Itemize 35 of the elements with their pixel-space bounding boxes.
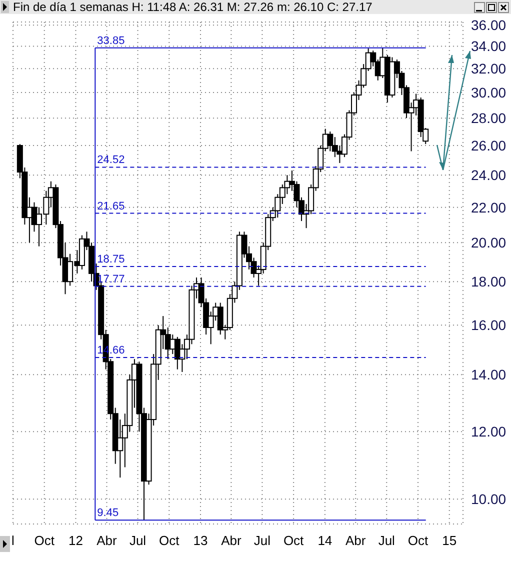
x-tick-label: Oct [159,533,180,548]
ref-line-label: 24.52 [97,154,125,166]
x-tick-label: l [12,533,15,548]
ref-line-label: 33.85 [97,34,125,47]
y-tick-label: 12.00 [471,424,506,440]
y-tick-label: 30.00 [471,84,506,101]
y-tick-label: 16.00 [471,317,506,334]
y-tick-label: 14.00 [471,366,506,383]
chart-title: Fin de día 1 semanas H: 11:48 A: 26.31 M: 27.26 m: 26.10 C: 27.17 [13,0,372,14]
y-tick-label: 24.00 [471,167,506,184]
y-tick-label: 36.00 [471,17,506,34]
y-tick-label: 22.00 [471,199,506,216]
x-tick-label: 12 [68,533,83,548]
ref-line-label: 9.45 [97,507,119,520]
x-tick-label: Jul [378,533,396,548]
x-tick-label: 13 [193,533,208,548]
y-tick-label: 34.00 [471,38,506,54]
ref-line-label: 21.65 [97,200,125,212]
x-tick-label: Oct [408,533,428,548]
ref-line-label: 18.75 [97,253,125,266]
x-tick-label: Jul [129,533,146,548]
x-tick-label: Abr [345,533,366,548]
y-tick-label: 28.00 [471,110,506,126]
x-tick-label: 15 [442,533,457,548]
x-tick-label: Jul [254,533,271,548]
x-tick-label: Abr [221,533,242,548]
y-tick-label: 18.00 [471,274,506,290]
x-tick-label: Oct [34,533,55,548]
y-tick-label: 10.00 [471,491,506,508]
y-tick-label: 20.00 [471,234,506,251]
x-tick-label: 14 [318,533,332,548]
x-tick-label: Oct [283,533,304,548]
x-tick-label: Abr [96,533,118,548]
y-tick-label: 32.00 [471,60,506,77]
y-tick-label: 26.00 [471,137,506,154]
